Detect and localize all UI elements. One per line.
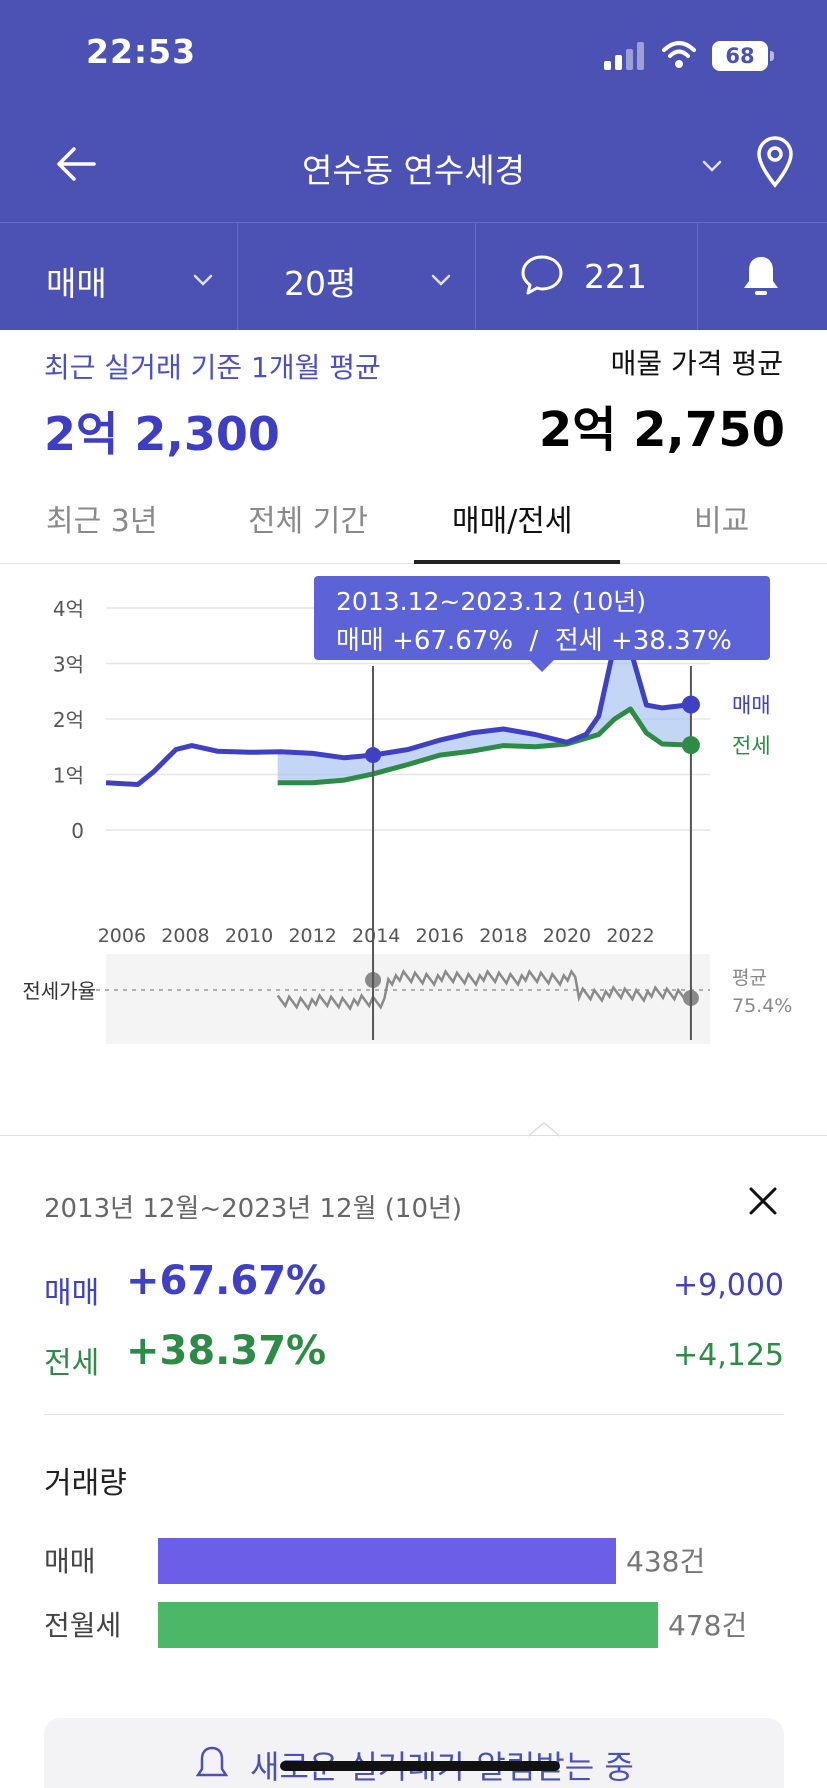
series-label-sale: 매매 [732,694,771,718]
status-bar: 22:53 68 [0,0,827,110]
tooltip-period: 2013.12~2023.12 (10년) [336,587,646,616]
recent-average-label: 최근 실거래 기준 1개월 평균 [44,351,381,384]
active-tab-underline [414,560,620,564]
jeonse-name: 전세 [44,1346,100,1381]
wifi-icon [662,41,696,68]
x-tick-label: 2016 [416,925,464,947]
x-tick-label: 2022 [606,925,654,947]
y-tick-label: 1억 [53,764,84,788]
ratio-label: 전세가율 [22,979,96,1003]
nav-bar: 연수동 연수세경 [0,110,827,220]
tooltip-change: 매매 +67.67% / 전세 +38.37% [336,626,732,656]
x-tick-label: 2008 [161,925,209,947]
jeonse-change-row: 전세 +38.37% +4,125 [44,1328,784,1382]
size-filter[interactable]: 20평 [238,223,476,331]
x-tick-label: 2006 [98,925,146,947]
bell-outline-icon [195,1746,229,1777]
tab-all-period[interactable]: 전체 기간 [248,504,368,539]
listing-average-label: 매물 가격 평균 [610,347,783,380]
app-header: 22:53 68 연수동 연수세경 매매 20평 [0,0,827,331]
jeonse-amount: +4,125 [672,1338,784,1373]
range-tooltip [314,576,770,672]
period-tabs: 최근 3년 전체 기간 매매/전세 비교 [0,490,827,564]
sale-amount: +9,000 [672,1268,784,1303]
price-alert-card[interactable]: 새로운 실거래가 알림받는 중 [44,1718,784,1788]
speech-bubble-icon [521,255,563,295]
tab-compare[interactable]: 비교 [694,504,750,539]
x-tick-label: 2018 [479,925,527,947]
comments-button[interactable]: 221 [476,223,698,331]
volume-rent-label: 전월세 [44,1609,122,1642]
bell-icon [744,257,778,295]
sale-jeonse-gap-area [277,644,691,783]
volume-title: 거래량 [44,1466,127,1501]
battery-tip [770,51,774,61]
back-arrow-icon[interactable] [52,140,100,188]
trade-type-filter[interactable]: 매매 [0,223,238,331]
tab-sale-jeonse[interactable]: 매매/전세 [452,504,573,539]
battery-indicator: 68 [712,41,768,71]
y-tick-label: 2억 [53,708,84,732]
jeonse-percent: +38.37% [126,1328,327,1374]
section-divider [44,1414,784,1415]
ratio-line [276,968,691,1012]
ratio-average-label: 평균 [732,967,767,989]
sale-start-point [365,747,382,764]
chevron-down-icon [193,274,213,286]
x-tick-label: 2020 [543,925,591,947]
volume-sale-bar [158,1538,616,1584]
x-tick-label: 2010 [225,925,273,947]
signal-icon [604,42,646,70]
listing-average-value: 2억 2,750 [538,402,785,458]
volume-rent-count: 478건 [668,1609,748,1642]
ratio-average-value: 75.4% [732,995,792,1017]
comment-count: 221 [584,257,647,296]
sale-change-row: 매매 +67.67% +9,000 [44,1258,784,1312]
period-detail-label: 2013년 12월~2023년 12월 (10년) [44,1194,463,1224]
x-tick-label: 2014 [352,925,400,947]
tab-recent-3-years[interactable]: 최근 3년 [46,504,158,539]
y-tick-label: 4억 [53,597,84,621]
sale-percent: +67.67% [126,1258,327,1304]
alarm-button[interactable] [698,223,827,331]
sale-end-point [681,695,700,714]
trade-type-label: 매매 [46,264,107,303]
size-label: 20평 [284,264,357,303]
filter-bar: 매매 20평 221 [0,222,827,331]
series-line-jeonse [277,706,691,786]
volume-rent-bar [158,1602,658,1648]
complex-title[interactable]: 연수동 연수세경 [301,151,525,190]
x-tick-label: 2012 [288,925,336,947]
chart-divider [0,1135,827,1136]
series-label-jeonse: 전세 [732,734,771,758]
volume-sale-label: 매매 [44,1545,96,1578]
price-chart[interactable]: 4억 3억 2억 1억 0 2006 2008 2010 2012 2014 2016 2018 202… [0,564,827,1084]
jeonse-end-point [681,736,700,755]
status-time: 22:53 [86,32,197,71]
recent-average-value: 2억 2,300 [44,407,280,461]
y-tick-label: 0 [71,819,84,843]
volume-sale-count: 438건 [626,1545,706,1578]
sale-name: 매매 [44,1276,100,1311]
y-tick-label: 3억 [53,653,84,677]
price-chart-svg[interactable]: 4억 3억 2억 1억 0 2006 2008 2010 2012 2014 2016 2018 202… [0,564,827,1084]
close-icon[interactable] [748,1186,778,1216]
home-indicator [280,1761,560,1771]
chevron-down-icon [431,274,451,286]
chevron-down-icon[interactable] [700,154,724,178]
location-pin-icon[interactable] [754,134,796,188]
ratio-band [106,954,710,1044]
panel-pointer [528,1122,560,1137]
